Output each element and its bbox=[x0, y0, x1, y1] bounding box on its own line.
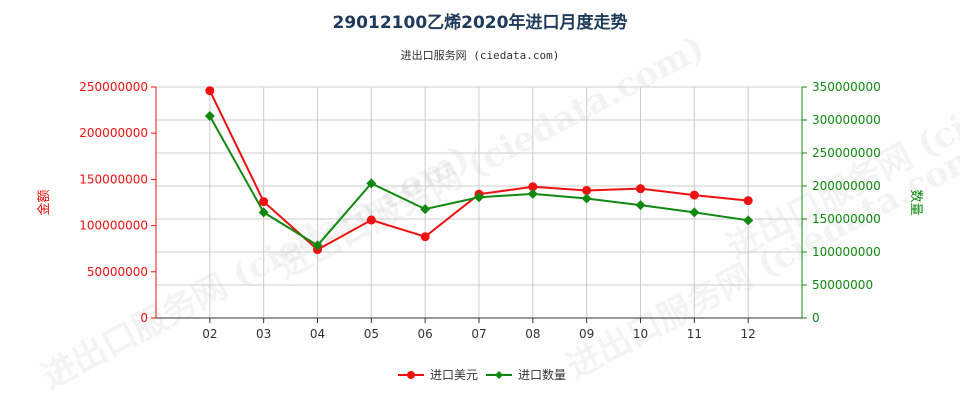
data-point-quantity bbox=[366, 178, 377, 189]
data-point-usd bbox=[420, 232, 430, 242]
y-tick-label-right: 150000000 bbox=[812, 212, 881, 226]
legend-label: 进口数量 bbox=[518, 367, 566, 382]
y-tick-label-left: 50000000 bbox=[87, 265, 148, 279]
y-tick-label-right: 100000000 bbox=[812, 245, 881, 259]
x-tick-label: 10 bbox=[633, 327, 648, 341]
legend-label: 进口美元 bbox=[430, 368, 478, 382]
y-tick-label-left: 0 bbox=[140, 311, 148, 325]
data-point-quantity bbox=[474, 192, 484, 203]
y-tick-label-left: 200000000 bbox=[79, 126, 148, 140]
x-tick-label: 03 bbox=[256, 327, 271, 341]
data-point-usd bbox=[743, 196, 753, 206]
data-point-usd bbox=[636, 184, 645, 194]
x-tick-label: 11 bbox=[687, 327, 702, 341]
x-tick-label: 05 bbox=[364, 327, 379, 341]
data-point-quantity bbox=[743, 215, 754, 226]
y-axis-label-right: 数量 bbox=[908, 189, 923, 215]
y-tick-label-left: 250000000 bbox=[79, 80, 148, 94]
data-point-usd bbox=[689, 190, 699, 200]
y-tick-label-right: 250000000 bbox=[812, 146, 881, 160]
data-point-quantity bbox=[635, 200, 646, 211]
data-point-quantity bbox=[258, 207, 269, 218]
x-tick-label: 06 bbox=[418, 327, 433, 341]
y-tick-label-right: 350000000 bbox=[812, 80, 881, 94]
data-point-usd bbox=[582, 185, 592, 195]
x-tick-label: 12 bbox=[741, 327, 756, 341]
data-point-quantity bbox=[312, 240, 323, 251]
y-tick-label-right: 200000000 bbox=[812, 179, 881, 193]
chart-title: 29012100乙烯2020年进口月度走势 bbox=[332, 13, 628, 33]
y-tick-label-left: 100000000 bbox=[79, 219, 148, 233]
y-tick-label-left: 150000000 bbox=[79, 172, 148, 186]
data-point-usd bbox=[205, 86, 215, 96]
data-point-quantity bbox=[204, 111, 215, 122]
data-point-usd bbox=[366, 215, 376, 225]
legend-marker bbox=[407, 371, 415, 379]
y-tick-label-right: 50000000 bbox=[812, 278, 873, 292]
x-tick-label: 07 bbox=[471, 327, 486, 341]
x-tick-label: 08 bbox=[525, 327, 540, 341]
x-tick-label: 04 bbox=[310, 327, 325, 341]
data-point-usd bbox=[528, 182, 538, 192]
x-tick-label: 09 bbox=[579, 327, 594, 341]
y-tick-label-right: 0 bbox=[812, 311, 820, 325]
data-point-quantity bbox=[689, 207, 700, 218]
legend-marker bbox=[495, 371, 503, 379]
data-point-quantity bbox=[527, 188, 538, 199]
y-tick-label-right: 300000000 bbox=[812, 113, 881, 127]
data-point-quantity bbox=[420, 204, 431, 215]
data-point-quantity bbox=[581, 193, 592, 204]
y-axis-label-left: 金额 bbox=[36, 189, 52, 215]
data-point-usd bbox=[259, 197, 269, 207]
chart-subtitle: 进出口服务网 (ciedata.com) bbox=[400, 49, 560, 62]
x-tick-label: 02 bbox=[202, 327, 217, 341]
